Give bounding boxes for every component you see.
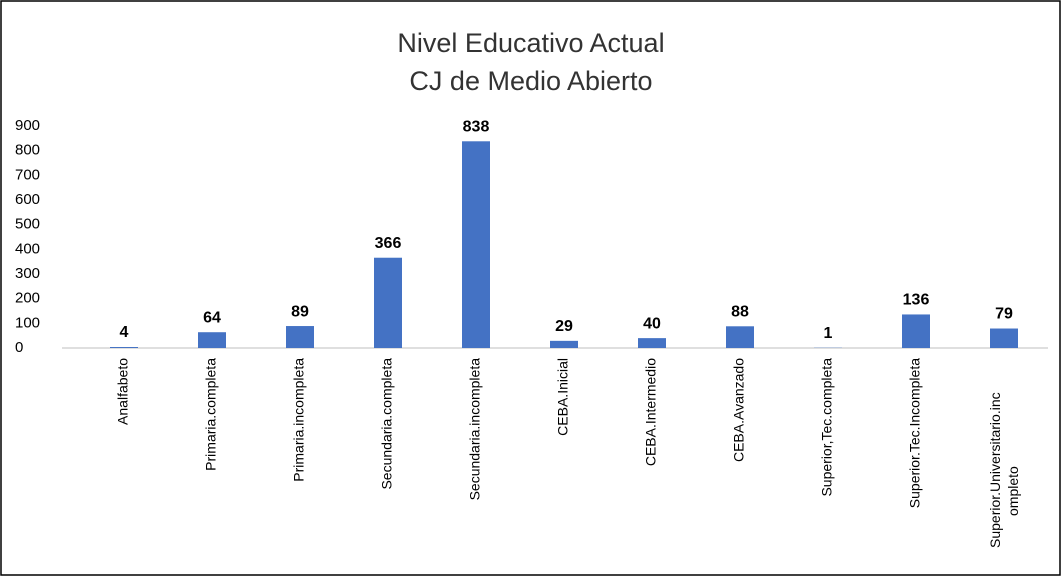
bar (462, 141, 490, 348)
data-label: 79 (995, 306, 1013, 323)
bar (990, 328, 1018, 348)
bar (638, 338, 666, 348)
x-tick-label: Secundaria.incompleta (467, 358, 483, 501)
y-tick-label: 100 (15, 314, 40, 331)
y-tick-label: 400 (15, 240, 40, 257)
bar (902, 314, 930, 348)
chart-title: Nivel Educativo Actual (397, 28, 664, 58)
data-label: 4 (120, 324, 129, 341)
x-tick-label: Primaria.completa (203, 358, 219, 471)
data-label: 366 (375, 235, 402, 252)
data-label: 29 (555, 318, 573, 335)
y-tick-label: 0 (15, 339, 23, 356)
x-tick-label: CEBA.Intermedio (643, 358, 659, 466)
x-tick-label: Superior.Universitario.inc ompleto (987, 392, 1021, 548)
data-label: 838 (463, 119, 490, 136)
bar (198, 332, 226, 348)
y-tick-label: 700 (15, 166, 40, 183)
bar (550, 340, 578, 348)
x-tick-label: CEBA.Avanzado (731, 358, 747, 462)
data-label: 88 (731, 304, 749, 321)
bar (726, 326, 754, 348)
y-tick-label: 300 (15, 265, 40, 282)
data-label: 40 (643, 315, 661, 332)
data-label: 136 (903, 292, 930, 309)
bar (374, 257, 402, 348)
bar (110, 347, 138, 348)
bar (286, 326, 314, 348)
data-label: 89 (291, 303, 309, 320)
x-tick-label: Superior,Tec.completa (819, 358, 835, 497)
y-tick-label: 600 (15, 191, 40, 208)
y-tick-label: 800 (15, 142, 40, 159)
chart-subtitle: CJ de Medio Abierto (409, 66, 652, 96)
y-tick-label: 500 (15, 216, 40, 233)
x-tick-label: Superior.Tec.Incompleta (907, 358, 923, 508)
data-label: 64 (203, 309, 221, 326)
x-tick-label: Primaria.incompleta (291, 358, 307, 482)
x-tick-label: CEBA.Inicial (555, 358, 571, 436)
x-tick-label: Analfabeto (115, 358, 131, 425)
y-tick-label: 900 (15, 117, 40, 134)
y-tick-label: 200 (15, 290, 40, 307)
x-tick-label: Secundaria.completa (379, 358, 395, 490)
data-label: 1 (824, 325, 833, 342)
